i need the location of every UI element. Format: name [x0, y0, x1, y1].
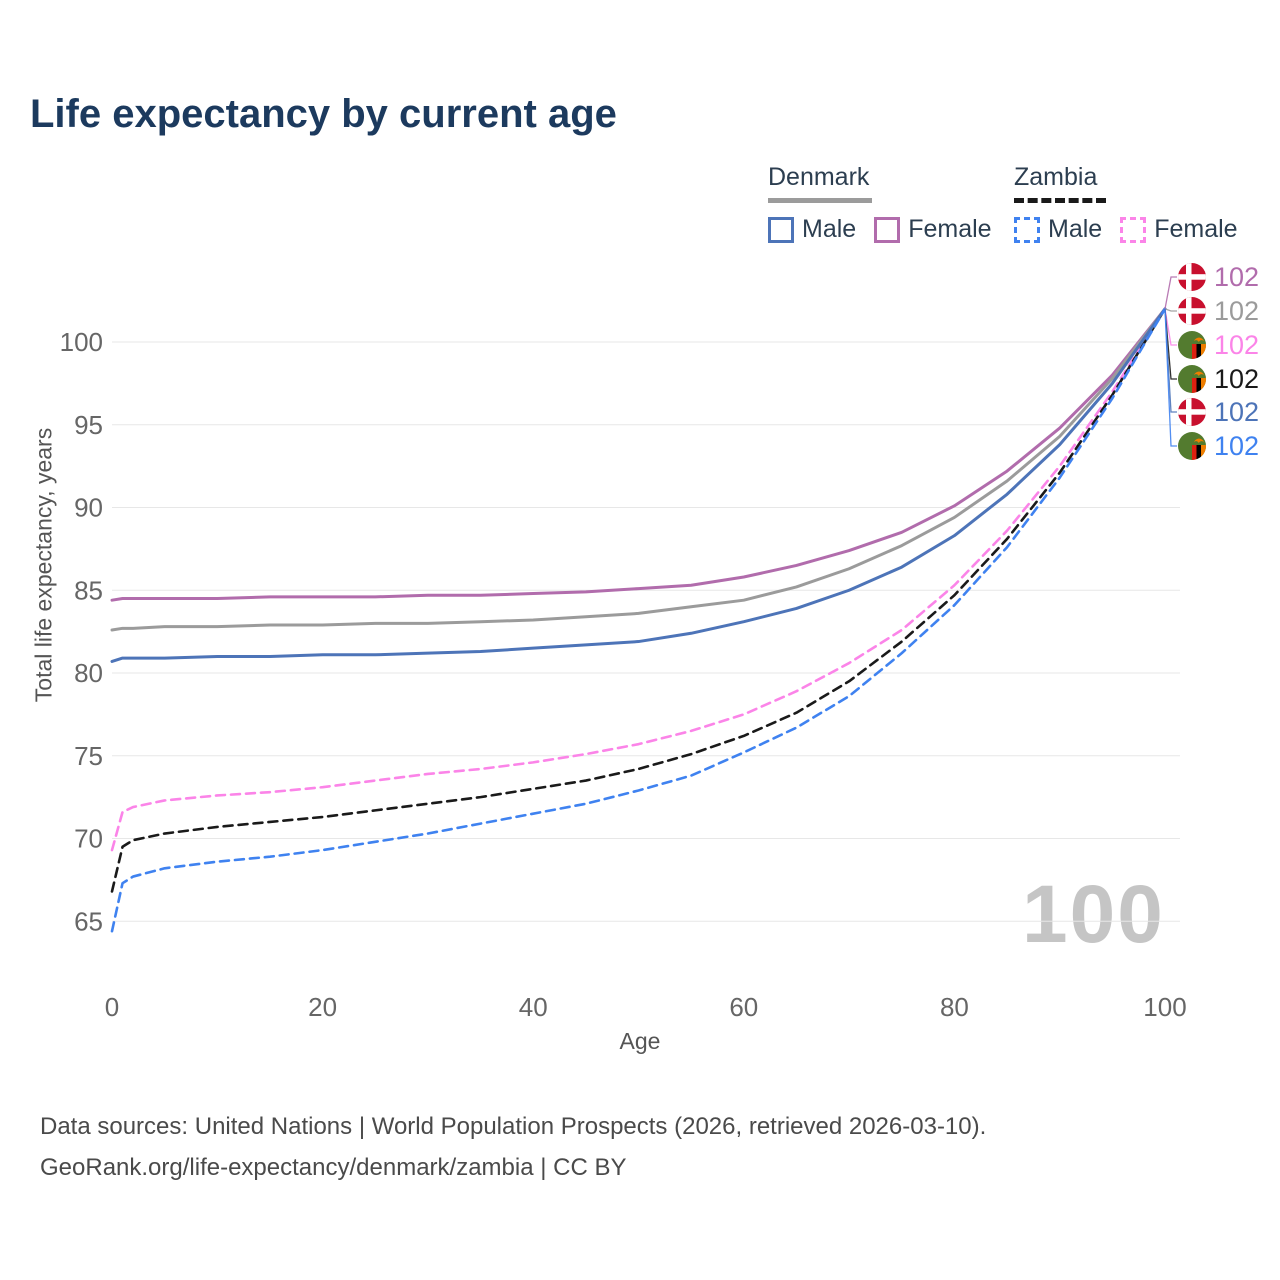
end-label-zambia-female: 102	[1178, 329, 1260, 360]
series-line-5	[110, 307, 1167, 933]
legend-country-zambia[interactable]: Zambia	[1014, 163, 1256, 203]
zambia-female-swatch	[1120, 216, 1147, 243]
y-tick-90: 90	[74, 493, 103, 523]
denmark-male-swatch	[768, 216, 794, 243]
series-line-0	[110, 307, 1167, 602]
y-tick-70: 70	[74, 824, 103, 854]
legend-country-zambia-label: Zambia	[1014, 163, 1098, 191]
y-tick-65: 65	[74, 906, 103, 936]
denmark-line-style-key	[768, 198, 872, 203]
legend-item-denmark-female[interactable]: Female	[874, 215, 992, 244]
legend-item-zambia-male[interactable]: Male	[1014, 215, 1102, 244]
end-value: 102	[1214, 295, 1260, 326]
footer-data-sources: Data sources: United Nations | World Pop…	[40, 1113, 987, 1140]
legend-row-zambia: Male Female	[1014, 215, 1256, 244]
zambia-male-label: Male	[1048, 215, 1103, 243]
end-value: 102	[1214, 261, 1260, 292]
denmark-flag-icon	[1178, 263, 1206, 291]
series-line-2	[110, 307, 1167, 852]
x-tick-40: 40	[519, 992, 548, 1022]
page-title: Life expectancy by current age	[30, 92, 617, 136]
end-value: 102	[1214, 396, 1260, 427]
legend-group-zambia: Zambia Male Female	[1014, 163, 1256, 244]
leader-line-5	[1164, 308, 1177, 447]
y-tick-95: 95	[74, 410, 103, 440]
end-value: 102	[1214, 430, 1260, 461]
zambia-female-label: Female	[1154, 215, 1238, 243]
leader-line-1	[1164, 308, 1177, 312]
series-line-3	[110, 307, 1167, 893]
y-axis-title: Total life expectancy, years	[30, 427, 57, 703]
legend-country-denmark-label: Denmark	[768, 163, 870, 191]
legend-group-denmark: Denmark Male Female	[768, 163, 1010, 244]
end-label-zambia-male: 102	[1178, 430, 1260, 461]
leader-line-0	[1164, 276, 1177, 310]
zambia-flag-icon	[1178, 432, 1206, 460]
denmark-flag-icon	[1178, 297, 1206, 325]
legend-row-denmark: Male Female	[768, 215, 1010, 244]
x-tick-20: 20	[308, 992, 337, 1022]
zambia-flag-icon	[1178, 365, 1206, 393]
zambia-line-style-key	[1014, 198, 1106, 203]
end-value: 102	[1214, 363, 1260, 394]
y-tick-75: 75	[74, 741, 103, 771]
footer-attribution: GeoRank.org/life-expectancy/denmark/zamb…	[40, 1154, 627, 1181]
x-tick-0: 0	[105, 992, 119, 1022]
end-label-zambia-all: 102	[1178, 363, 1260, 394]
x-tick-60: 60	[729, 992, 758, 1022]
y-tick-85: 85	[74, 575, 103, 605]
series-line-1	[110, 307, 1167, 632]
y-tick-100: 100	[60, 327, 103, 357]
legend-item-denmark-male[interactable]: Male	[768, 215, 856, 244]
x-tick-80: 80	[940, 992, 969, 1022]
zambia-male-swatch	[1014, 216, 1040, 243]
end-value: 102	[1214, 329, 1260, 360]
denmark-male-label: Male	[802, 215, 857, 243]
denmark-female-label: Female	[908, 215, 992, 243]
x-axis-title: Age	[619, 1028, 661, 1054]
end-label-denmark-all: 102	[1178, 295, 1260, 326]
denmark-flag-icon	[1178, 398, 1206, 426]
leader-line-2	[1164, 308, 1177, 346]
denmark-female-swatch	[874, 216, 901, 243]
footer: Data sources: United Nations | World Pop…	[40, 1106, 986, 1188]
watermark-age-100: 100	[1022, 869, 1165, 960]
legend-item-zambia-female[interactable]: Female	[1120, 215, 1238, 244]
end-label-denmark-female: 102	[1178, 261, 1260, 292]
end-label-denmark-male: 102	[1178, 396, 1260, 427]
zambia-flag-icon	[1178, 331, 1206, 359]
y-tick-80: 80	[74, 658, 103, 688]
x-tick-100: 100	[1143, 992, 1186, 1022]
legend-country-denmark[interactable]: Denmark	[768, 163, 1010, 203]
series-line-4	[110, 307, 1167, 663]
